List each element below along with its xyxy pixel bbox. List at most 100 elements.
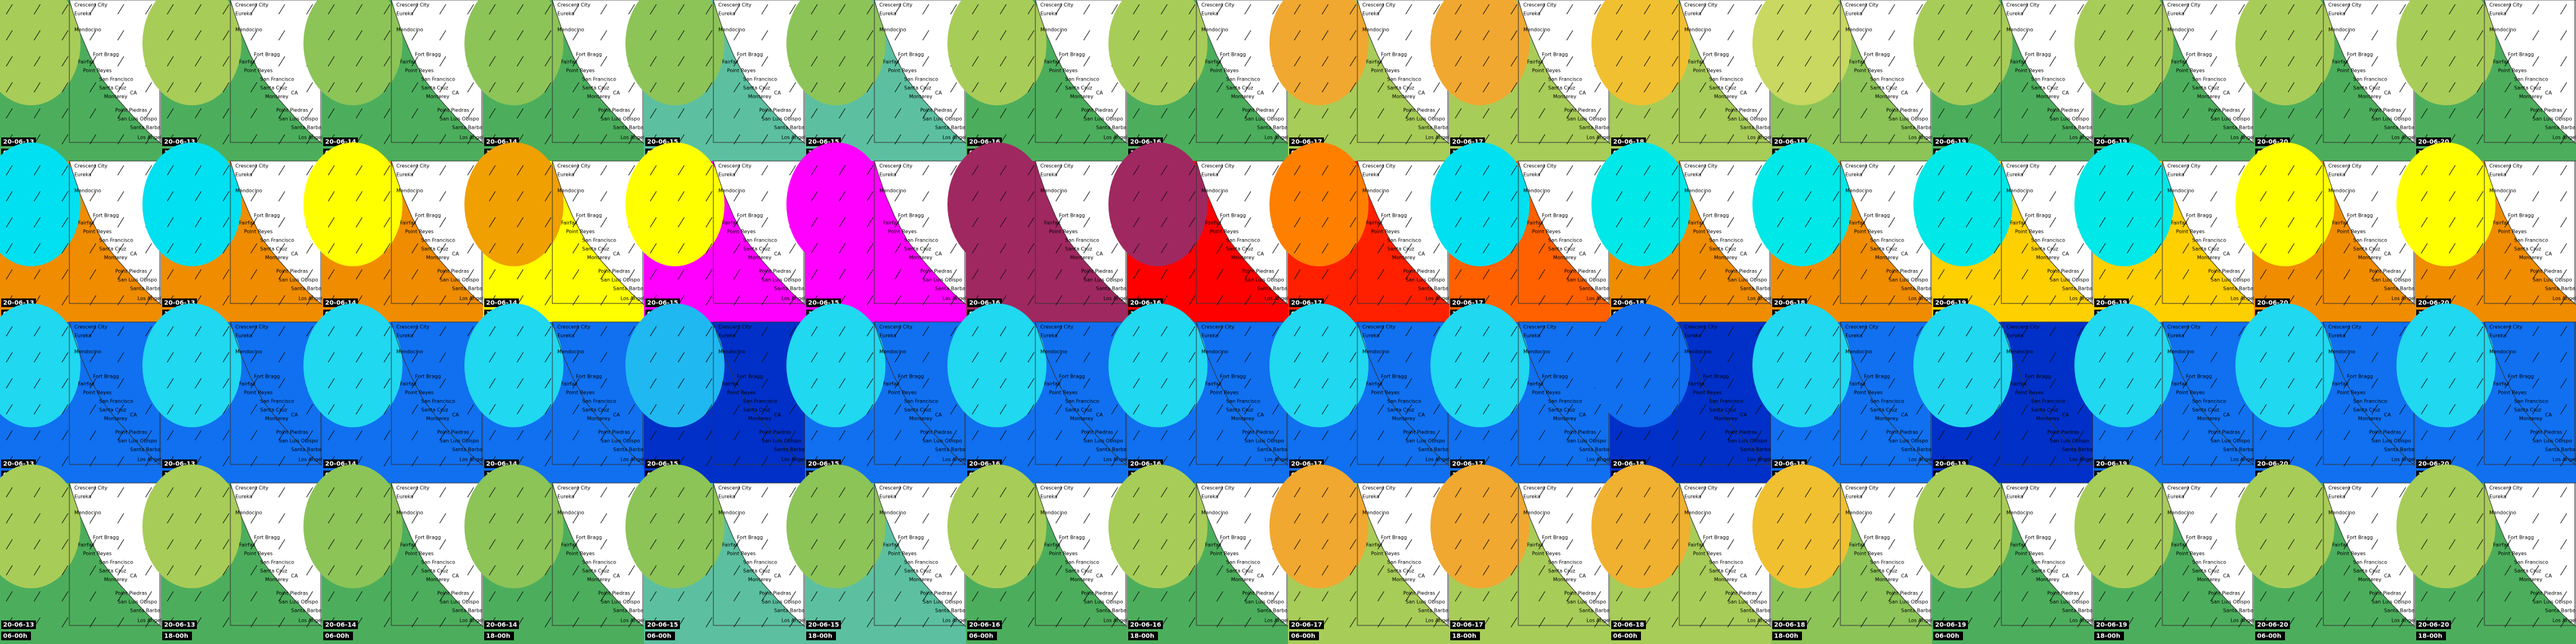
place-label: Fairfax bbox=[2171, 381, 2188, 387]
place-label: Fairfax bbox=[2171, 220, 2188, 226]
place-label: Fairfax bbox=[883, 59, 900, 65]
date-label: 20-06-18 bbox=[1774, 300, 1805, 307]
place-label: Eureka bbox=[1845, 333, 1863, 339]
place-label: Point Reyes bbox=[727, 68, 755, 74]
place-label: Santa Cruz bbox=[260, 407, 287, 413]
place-label: Santa Barbara bbox=[1740, 286, 1776, 292]
place-label: Point Reyes bbox=[1693, 390, 1721, 396]
field-region bbox=[625, 142, 724, 266]
place-label: CA bbox=[1257, 573, 1264, 579]
place-label: Mendocino bbox=[2489, 349, 2517, 355]
place-label: Santa Barbara bbox=[774, 608, 810, 614]
map-tile: Crescent City Eureka Mendocino Fort BraggFa… bbox=[1269, 303, 1455, 483]
time-label: 06-00h bbox=[1935, 633, 1959, 640]
field-region bbox=[2396, 303, 2496, 427]
place-label: Santa Cruz bbox=[1709, 246, 1736, 252]
place-label: Santa Cruz bbox=[1709, 85, 1736, 91]
place-label: Mendocino bbox=[879, 349, 907, 355]
place-label: CA bbox=[130, 90, 137, 96]
place-label: Point Piedras bbox=[2530, 591, 2562, 596]
place-label: CA bbox=[613, 251, 620, 257]
date-label: 20-06-14 bbox=[486, 461, 517, 468]
place-label: Fort Bragg bbox=[1542, 213, 1568, 219]
place-label: Mendocino bbox=[2006, 349, 2034, 355]
place-label: CA bbox=[1257, 251, 1264, 257]
place-label: CA bbox=[1096, 573, 1103, 579]
place-label: Los Angeles bbox=[137, 296, 167, 302]
place-label: San Francisco bbox=[1226, 399, 1260, 404]
place-label: Point Piedras bbox=[1886, 430, 1918, 435]
place-label: Santa Cruz bbox=[743, 85, 770, 91]
place-label: San Luis Obispo bbox=[1084, 438, 1123, 444]
place-label: San Francisco bbox=[421, 77, 455, 82]
place-label: Eureka bbox=[235, 333, 253, 339]
place-label: San Luis Obispo bbox=[1567, 599, 1606, 605]
place-label: Los Angeles bbox=[1425, 457, 1455, 463]
place-label: Los Angeles bbox=[942, 457, 972, 463]
place-label: Fairfax bbox=[78, 542, 95, 548]
place-label: Los Angeles bbox=[1747, 135, 1777, 141]
place-label: San Luis Obispo bbox=[279, 599, 318, 605]
place-label: San Luis Obispo bbox=[118, 116, 157, 122]
field-region bbox=[947, 0, 1046, 105]
place-label: Fort Bragg bbox=[415, 213, 441, 219]
place-label: Fairfax bbox=[78, 220, 95, 226]
field-region bbox=[1108, 464, 1208, 588]
place-label: Fort Bragg bbox=[254, 213, 280, 219]
place-label: San Francisco bbox=[99, 560, 133, 565]
map-tile: Crescent City Eureka Mendocino Fort BraggFa… bbox=[625, 142, 811, 322]
map-tile: Crescent City Eureka Mendocino Fort BraggFa… bbox=[1913, 303, 2099, 483]
place-label: Eureka bbox=[1040, 333, 1058, 339]
date-label: 20-06-18 bbox=[1613, 300, 1644, 307]
place-label: Crescent City bbox=[1684, 2, 1718, 8]
place-label: Monterey bbox=[1714, 94, 1738, 100]
place-label: Santa Barbara bbox=[1257, 608, 1293, 614]
place-label: Point Reyes bbox=[2015, 68, 2043, 74]
place-label: Fairfax bbox=[1044, 381, 1061, 387]
place-label: Mendocino bbox=[879, 188, 907, 194]
field-region bbox=[1591, 142, 1690, 266]
place-label: Santa Barbara bbox=[1579, 125, 1615, 131]
place-label: CA bbox=[1740, 90, 1747, 96]
place-label: Santa Cruz bbox=[2031, 407, 2058, 413]
place-label: Santa Barbara bbox=[1418, 125, 1454, 131]
place-label: Point Piedras bbox=[1725, 591, 1757, 596]
place-label: Fort Bragg bbox=[254, 52, 280, 58]
place-label: Santa Barbara bbox=[291, 286, 327, 292]
date-label: 20-06-16 bbox=[1130, 139, 1161, 146]
place-label: Santa Barbara bbox=[1418, 286, 1454, 292]
place-label: CA bbox=[935, 90, 942, 96]
date-label: 20-06-18 bbox=[1774, 139, 1805, 146]
place-label: Fort Bragg bbox=[2347, 213, 2373, 219]
place-label: Los Angeles bbox=[1586, 457, 1616, 463]
place-label: Point Piedras bbox=[1564, 430, 1596, 435]
map-tile: Crescent City Eureka Mendocino Fort BraggFa… bbox=[2074, 303, 2260, 483]
field-region bbox=[1430, 0, 1530, 105]
place-label: Point Reyes bbox=[1210, 390, 1238, 396]
place-label: San Francisco bbox=[1870, 238, 1904, 243]
place-label: San Luis Obispo bbox=[1406, 599, 1445, 605]
place-label: Mendocino bbox=[1362, 188, 1390, 194]
place-label: Santa Barbara bbox=[452, 447, 488, 453]
place-label: Crescent City bbox=[2328, 324, 2362, 330]
place-label: Fort Bragg bbox=[2508, 535, 2534, 541]
place-label: Santa Barbara bbox=[1901, 125, 1937, 131]
date-label: 20-06-19 bbox=[2096, 622, 2127, 629]
place-label: Fort Bragg bbox=[1381, 374, 1407, 380]
place-label: Point Piedras bbox=[759, 269, 791, 274]
place-label: San Luis Obispo bbox=[923, 277, 962, 283]
wind-vectors bbox=[2421, 487, 2567, 628]
place-label: Monterey bbox=[426, 416, 450, 422]
place-label: Fairfax bbox=[1527, 542, 1544, 548]
place-label: Crescent City bbox=[879, 163, 913, 169]
field-region bbox=[142, 464, 242, 588]
place-label: Crescent City bbox=[879, 485, 913, 491]
place-label: Mendocino bbox=[1845, 510, 1873, 516]
place-label: Los Angeles bbox=[1425, 135, 1455, 141]
place-label: Fort Bragg bbox=[2025, 213, 2051, 219]
map-tile: Crescent City Eureka Mendocino Fort BraggFa… bbox=[2074, 142, 2260, 322]
place-label: San Francisco bbox=[743, 399, 777, 404]
place-label: Fort Bragg bbox=[93, 535, 119, 541]
place-label: Eureka bbox=[2167, 494, 2185, 500]
place-label: CA bbox=[1096, 412, 1103, 418]
